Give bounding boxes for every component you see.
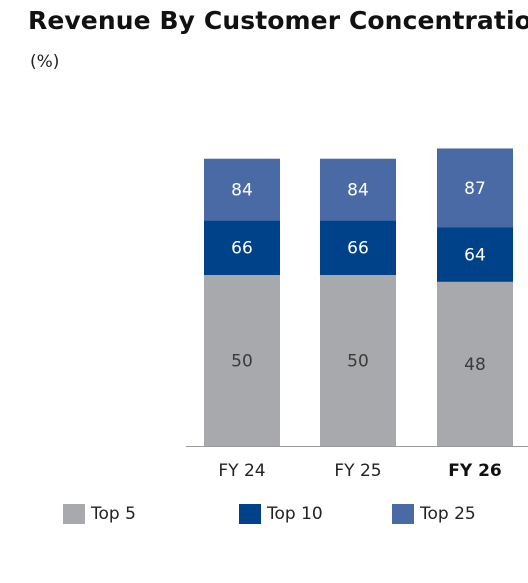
data-label-top5-fy25: 50 [347, 352, 369, 372]
chart-legend: Top 5 Top 10 Top 25 [0, 504, 528, 530]
data-label-top25-fy26: 87 [464, 179, 486, 199]
data-label-top5-fy26: 48 [464, 355, 486, 375]
legend-label-top5: Top 5 [91, 504, 136, 524]
legend-label-top10: Top 10 [267, 504, 323, 524]
data-label-top25-fy24: 84 [231, 181, 253, 201]
bar-top25-fy25 [320, 158, 396, 221]
bar-top25-fy24 [204, 158, 280, 221]
legend-label-top25: Top 25 [420, 504, 476, 524]
x-tick-label-fy24: FY 24 [218, 461, 265, 481]
legend-swatch-top25 [392, 504, 414, 524]
bar-top5-fy25 [320, 275, 396, 446]
data-label-top10-fy26: 64 [464, 245, 486, 265]
bar-top10-fy24 [204, 220, 280, 275]
chart-subtitle: (%) [30, 52, 60, 72]
chart-title: Revenue By Customer Concentration [28, 6, 528, 35]
bar-top10-fy25 [320, 220, 396, 275]
legend-item-top10: Top 10 [239, 504, 323, 524]
legend-swatch-top5 [63, 504, 85, 524]
bar-top25-fy26 [437, 148, 513, 228]
legend-item-top25: Top 25 [392, 504, 476, 524]
stacked-bar-chart: 50 66 84 FY 24 50 66 84 FY 25 48 64 87 FY 26 [186, 148, 528, 481]
x-tick-label-fy25: FY 25 [334, 461, 381, 481]
x-tick-label-fy26: FY 26 [448, 461, 502, 481]
bar-top5-fy24 [204, 275, 280, 446]
data-label-top25-fy25: 84 [347, 181, 369, 201]
legend-swatch-top10 [239, 504, 261, 524]
legend-item-top5: Top 5 [63, 504, 136, 524]
data-label-top10-fy25: 66 [347, 239, 369, 259]
bar-top5-fy26 [437, 281, 513, 446]
data-label-top10-fy24: 66 [231, 239, 253, 259]
bar-top10-fy26 [437, 227, 513, 282]
data-label-top5-fy24: 50 [231, 352, 253, 372]
